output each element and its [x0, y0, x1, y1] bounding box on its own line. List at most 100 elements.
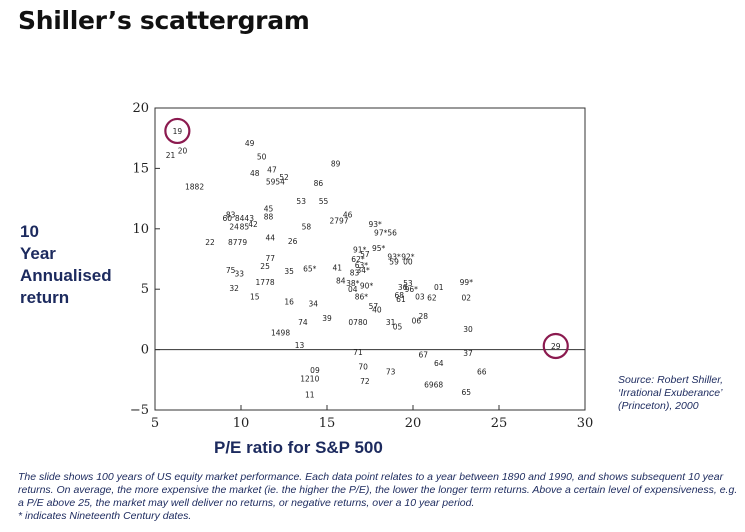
- x-tick-label: 30: [577, 416, 594, 431]
- caption: The slide shows 100 years of US equity m…: [18, 471, 738, 523]
- y-tick-label: −5: [130, 403, 149, 418]
- x-tick-label: 5: [151, 416, 159, 431]
- point-label: 84: [336, 277, 346, 286]
- point-label: 21: [166, 151, 176, 160]
- point-label: 44: [265, 233, 275, 242]
- point-label: 04: [348, 285, 358, 294]
- point-label: 1882: [185, 183, 204, 192]
- point-label: 77: [265, 254, 275, 263]
- y-tick-label: 15: [132, 161, 149, 176]
- point-label: 19: [173, 127, 183, 136]
- point-label: 92*: [401, 253, 415, 262]
- point-label: 74: [298, 318, 308, 327]
- point-label: 1210: [300, 375, 319, 384]
- point-label: 70: [358, 363, 368, 372]
- point-label: 38*: [346, 279, 360, 288]
- point-label: 68: [394, 291, 404, 300]
- point-label: 05: [393, 323, 403, 332]
- point-label: 93*: [387, 253, 401, 262]
- point-label: 91*: [353, 245, 367, 254]
- point-label: 97*56: [374, 228, 397, 237]
- point-label: 65: [462, 388, 472, 397]
- point-label: 96*: [405, 285, 419, 294]
- footnote-text: * indicates Nineteenth Century dates.: [18, 510, 192, 522]
- y-axis-label-line: Year: [20, 244, 56, 263]
- point-label: 0780: [348, 318, 367, 327]
- point-label: 37: [463, 349, 473, 358]
- point-label: 99*: [460, 278, 474, 287]
- point-label: 53: [296, 197, 306, 206]
- point-label: 86*: [355, 292, 369, 301]
- point-label: 75: [226, 266, 236, 275]
- point-label: 09: [310, 366, 320, 375]
- point-label: 49: [245, 139, 255, 148]
- point-label: 29: [551, 342, 561, 351]
- point-label: 35: [284, 267, 294, 276]
- point-label: 1498: [271, 329, 290, 338]
- point-label: 24: [229, 222, 239, 231]
- point-label: 40: [372, 306, 382, 315]
- x-tick-label: 10: [233, 416, 250, 431]
- source-note: Source: Robert Shiller, ‘Irrational Exub…: [618, 374, 723, 413]
- point-label: 31: [386, 318, 396, 327]
- point-label: 45: [264, 204, 274, 213]
- point-label: 1778: [256, 278, 275, 287]
- point-label: 33: [235, 269, 245, 278]
- point-label: 16: [284, 297, 294, 306]
- point-label: 90*: [360, 282, 374, 291]
- point-label: 59: [389, 257, 399, 266]
- point-label: 95*: [372, 244, 386, 253]
- point-label: 48: [250, 169, 260, 178]
- point-label: 42: [248, 220, 258, 229]
- source-line: (Princeton), 2000: [618, 400, 699, 412]
- point-label: 58: [302, 222, 312, 231]
- y-axis-label-line: return: [20, 288, 70, 307]
- point-label: 28: [419, 312, 429, 321]
- point-label: 34: [308, 300, 318, 309]
- point-label: 93*: [369, 220, 383, 229]
- point-label: 83: [226, 210, 236, 219]
- point-label: 41: [333, 263, 343, 272]
- point-label: 72: [360, 377, 370, 386]
- point-label: 11: [305, 390, 315, 399]
- point-label: 57: [360, 250, 370, 259]
- point-label: 65*: [303, 265, 317, 274]
- y-tick-label: 5: [141, 282, 149, 297]
- point-label: 6968: [424, 381, 443, 390]
- point-label: 71: [353, 348, 363, 357]
- point-label: 86: [314, 179, 324, 188]
- point-label: 20: [178, 146, 188, 155]
- point-label: 66: [477, 367, 487, 376]
- slide-title: Shiller’s scattergram: [18, 6, 310, 35]
- point-label: 39: [322, 314, 332, 323]
- point-label: 89: [331, 160, 341, 169]
- point-label: 8443: [235, 214, 254, 223]
- point-label: 5954: [266, 178, 285, 187]
- point-label: 15: [250, 292, 260, 301]
- y-axis-label-line: Annualised: [20, 266, 112, 285]
- caption-text: The slide shows 100 years of US equity m…: [18, 471, 738, 509]
- point-label: 73: [386, 367, 396, 376]
- point-label: 64: [434, 359, 444, 368]
- x-tick-label: 20: [405, 416, 422, 431]
- highlight-circle: [542, 332, 569, 360]
- point-label: 03: [415, 292, 425, 301]
- point-label: 34*: [356, 266, 370, 275]
- point-label: 30: [463, 325, 473, 334]
- point-label: 83: [350, 268, 360, 277]
- point-label: 67: [419, 350, 429, 359]
- point-label: 26: [288, 237, 298, 246]
- point-label: 52: [279, 173, 289, 182]
- point-label: 00: [403, 257, 413, 266]
- x-tick-label: 25: [491, 416, 508, 431]
- y-axis-label: 10 Year Annualised return: [20, 221, 140, 309]
- point-label: 13: [295, 341, 305, 350]
- y-tick-label: 0: [141, 343, 149, 358]
- y-tick-label: 20: [132, 101, 149, 116]
- point-label: 01: [434, 283, 444, 292]
- point-label: 8779: [228, 238, 247, 247]
- point-label: 55: [319, 197, 329, 206]
